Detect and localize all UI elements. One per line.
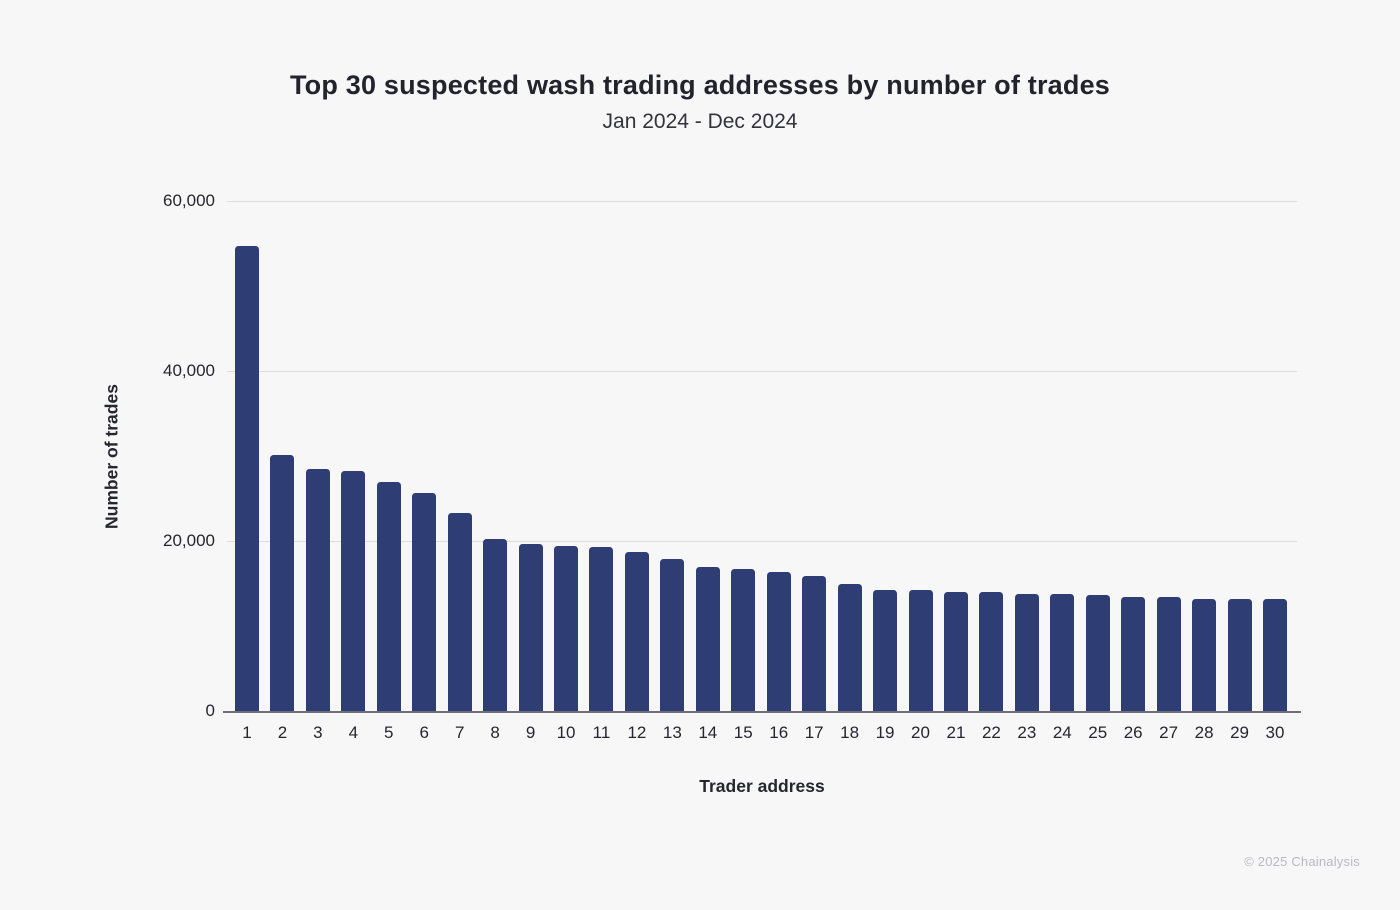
bar[interactable]	[376, 481, 401, 711]
bar[interactable]	[341, 471, 366, 711]
bar[interactable]	[412, 492, 437, 711]
chart-title: Top 30 suspected wash trading addresses …	[289, 70, 1111, 100]
bar[interactable]	[1227, 598, 1252, 711]
y-tick-label: 60,000	[163, 191, 215, 210]
x-tick-label: 10	[556, 723, 576, 742]
x-tick-label: 24	[1052, 723, 1072, 742]
x-axis-line	[223, 710, 1301, 713]
x-tick-label: 22	[981, 723, 1001, 742]
x-tick-label: 17	[804, 723, 824, 742]
bar[interactable]	[1121, 597, 1146, 711]
x-tick-label: 18	[840, 723, 860, 742]
x-tick-label: 16	[769, 723, 789, 742]
x-tick-label: 13	[662, 723, 682, 742]
x-tick-label: 28	[1194, 723, 1214, 742]
x-tick-label: 12	[627, 723, 647, 742]
bar[interactable]	[589, 546, 614, 711]
y-tick-label: 20,000	[163, 531, 215, 550]
bar[interactable]	[908, 590, 933, 711]
bar[interactable]	[1050, 593, 1075, 711]
x-tick-label: 2	[277, 723, 288, 742]
plot-area	[223, 200, 1301, 713]
x-tick-label: 25	[1088, 723, 1108, 742]
bar[interactable]	[518, 543, 543, 711]
x-tick-label: 27	[1159, 723, 1179, 742]
x-tick-label: 23	[1017, 723, 1037, 742]
x-tick-label: 6	[419, 723, 429, 742]
bar[interactable]	[873, 590, 898, 711]
chart-subtitle: Jan 2024 - Dec 2024	[602, 110, 798, 133]
x-tick-label: 21	[946, 723, 966, 742]
bar[interactable]	[483, 539, 508, 711]
x-tick-label: 9	[525, 723, 536, 742]
bar[interactable]	[979, 592, 1004, 711]
bar[interactable]	[1156, 597, 1181, 711]
x-tick-label: 5	[384, 723, 394, 742]
bar[interactable]	[1262, 598, 1287, 711]
x-tick-label: 19	[875, 723, 895, 742]
bar[interactable]	[943, 592, 968, 711]
bar[interactable]	[270, 455, 295, 711]
bar[interactable]	[1192, 598, 1217, 711]
x-tick-label: 11	[592, 723, 611, 742]
bar[interactable]	[766, 572, 791, 711]
x-tick-label: 14	[698, 723, 718, 742]
y-tick-label: 40,000	[163, 361, 215, 380]
x-tick-label: 7	[454, 723, 465, 742]
bar[interactable]	[447, 512, 472, 711]
gridline	[227, 200, 1297, 202]
bar[interactable]	[1014, 593, 1039, 711]
bar[interactable]	[554, 546, 579, 711]
bar[interactable]	[1085, 594, 1110, 711]
bar[interactable]	[837, 584, 862, 711]
x-tick-label: 4	[348, 723, 359, 742]
bar[interactable]	[235, 246, 259, 711]
x-tick-label: 15	[733, 723, 753, 742]
x-tick-label: 20	[911, 723, 930, 742]
bar[interactable]	[731, 569, 756, 711]
x-tick-label: 8	[490, 723, 500, 742]
x-axis-title: Trader address	[699, 776, 825, 796]
x-tick-label: 1	[242, 723, 252, 742]
x-tick-label: 26	[1123, 723, 1143, 742]
gridline	[227, 370, 1297, 372]
y-axis-title: Number of trades	[101, 384, 122, 529]
copyright-credit: © 2025 Chainalysis	[1244, 854, 1360, 869]
bar[interactable]	[624, 552, 649, 711]
y-tick-label: 0	[205, 701, 215, 720]
bar[interactable]	[660, 558, 685, 711]
bar[interactable]	[695, 567, 720, 711]
x-tick-label: 3	[313, 723, 323, 742]
gridline	[227, 540, 1297, 542]
x-tick-label: 30	[1265, 723, 1285, 742]
bar[interactable]	[802, 575, 827, 711]
bar[interactable]	[305, 468, 330, 711]
x-tick-label: 29	[1230, 723, 1249, 742]
